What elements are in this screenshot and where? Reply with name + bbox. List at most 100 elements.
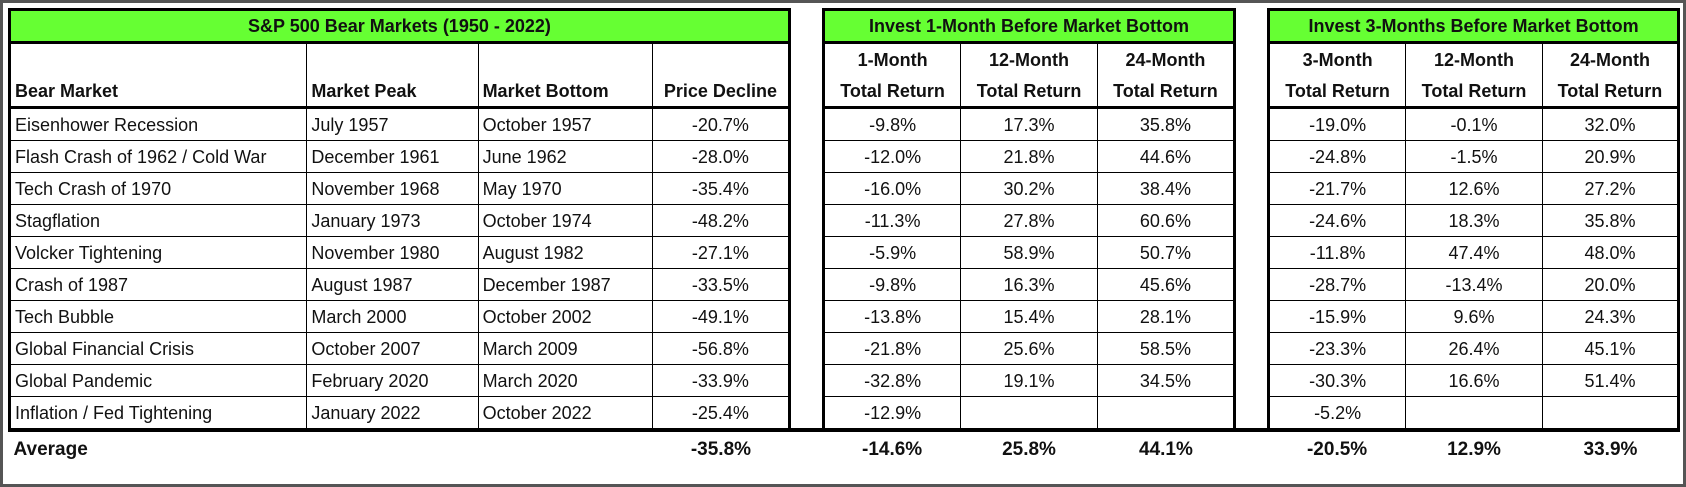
cell-market-peak: July 1957 (306, 107, 479, 141)
average-price-decline: -35.8% (652, 428, 790, 466)
cell-1m-1m: -21.8% (822, 332, 962, 365)
cell-1m-24m (1096, 396, 1236, 432)
cell-1m-12m: 15.4% (960, 300, 1098, 333)
cell-price-decline: -25.4% (651, 396, 791, 432)
cell-3m-3m: -21.7% (1267, 172, 1407, 205)
cell-1m-24m: 60.6% (1096, 204, 1236, 237)
cell-bear-market: Stagflation (7, 204, 308, 237)
cell-bear-market: Tech Crash of 1970 (7, 172, 308, 205)
table-row: Global Pandemic February 2020 March 2020 -3… (7, 364, 1681, 397)
col-header-3m-24m-line2: Total Return (1541, 75, 1681, 109)
group-header-three-month: Invest 3-Months Before Market Bottom (1267, 8, 1680, 44)
cell-1m-1m: -12.9% (822, 396, 962, 432)
cell-3m-24m: 24.3% (1541, 300, 1681, 333)
cell-1m-24m: 44.6% (1096, 140, 1236, 173)
cell-1m-1m: -32.8% (822, 364, 962, 397)
cell-3m-12m (1405, 396, 1543, 432)
cell-market-peak: August 1987 (306, 268, 479, 301)
cell-market-peak: October 2007 (306, 332, 479, 365)
cell-1m-24m: 50.7% (1096, 236, 1236, 269)
table-body: Eisenhower Recession July 1957 October 195… (7, 107, 1681, 432)
table-row: Eisenhower Recession July 1957 October 195… (7, 107, 1681, 141)
cell-bear-market: Global Financial Crisis (7, 332, 308, 365)
cell-bear-market: Tech Bubble (7, 300, 308, 333)
col-header-1m-1m-line1: 1-Month (822, 42, 962, 75)
bear-market-table: S&P 500 Bear Markets (1950 - 2022) Inves… (7, 8, 1681, 466)
table-title: S&P 500 Bear Markets (1950 - 2022) (8, 8, 791, 44)
cell-market-peak: March 2000 (306, 300, 479, 333)
cell-1m-24m: 38.4% (1096, 172, 1236, 205)
col-header-3m-12m-line2: Total Return (1405, 75, 1543, 109)
table-row: Crash of 1987 August 1987 December 1987 -33… (7, 268, 1681, 301)
cell-3m-24m: 27.2% (1541, 172, 1681, 205)
cell-bear-market: Crash of 1987 (7, 268, 308, 301)
cell-3m-24m: 20.9% (1541, 140, 1681, 173)
cell-market-peak: February 2020 (306, 364, 479, 397)
col-header-1m-24m-line2: Total Return (1096, 75, 1236, 109)
cell-1m-12m: 25.6% (960, 332, 1098, 365)
cell-3m-12m: 18.3% (1405, 204, 1543, 237)
cell-1m-24m: 34.5% (1096, 364, 1236, 397)
cell-3m-3m: -30.3% (1267, 364, 1407, 397)
cell-price-decline: -27.1% (651, 236, 791, 269)
col-header-1m-1m-line2: Total Return (822, 75, 962, 109)
cell-price-decline: -28.0% (651, 140, 791, 173)
cell-3m-12m: -1.5% (1405, 140, 1543, 173)
table-row: Global Financial Crisis October 2007 March… (7, 332, 1681, 365)
average-1m-12m: 25.8% (960, 428, 1098, 466)
cell-1m-24m: 45.6% (1096, 268, 1236, 301)
cell-3m-12m: 9.6% (1405, 300, 1543, 333)
cell-3m-24m: 45.1% (1541, 332, 1681, 365)
col-header-3m-3m-line1: 3-Month (1267, 42, 1407, 75)
cell-bear-market: Eisenhower Recession (7, 107, 308, 141)
cell-market-peak: January 2022 (306, 396, 479, 432)
cell-price-decline: -49.1% (651, 300, 791, 333)
average-3m-24m: 33.9% (1542, 428, 1679, 466)
cell-1m-1m: -9.8% (822, 268, 962, 301)
cell-price-decline: -48.2% (651, 204, 791, 237)
cell-market-peak: November 1968 (306, 172, 479, 205)
cell-market-bottom: August 1982 (477, 236, 653, 269)
cell-3m-3m: -19.0% (1267, 107, 1407, 141)
table-row: Tech Bubble March 2000 October 2002 -49.1% -… (7, 300, 1681, 333)
cell-1m-12m: 27.8% (960, 204, 1098, 237)
col-header-market-peak: Market Peak (306, 42, 479, 109)
cell-3m-24m (1541, 396, 1681, 432)
cell-3m-12m: 12.6% (1405, 172, 1543, 205)
col-header-3m-24m-line1: 24-Month (1541, 42, 1681, 75)
cell-3m-12m: 47.4% (1405, 236, 1543, 269)
cell-market-bottom: March 2020 (477, 364, 653, 397)
average-label: Average (9, 428, 653, 466)
cell-1m-12m: 30.2% (960, 172, 1098, 205)
cell-price-decline: -20.7% (651, 107, 791, 141)
cell-price-decline: -35.4% (651, 172, 791, 205)
cell-3m-24m: 20.0% (1541, 268, 1681, 301)
header-row-2: Total Return Total Return Total Return T… (10, 75, 1681, 109)
col-header-1m-12m-line2: Total Return (960, 75, 1098, 109)
cell-market-bottom: October 2002 (477, 300, 653, 333)
table-row: Inflation / Fed Tightening January 2022 Oc… (7, 396, 1681, 432)
col-header-market-bottom: Market Bottom (477, 42, 653, 109)
cell-1m-12m: 16.3% (960, 268, 1098, 301)
cell-1m-1m: -9.8% (822, 107, 962, 141)
table-row: Stagflation January 1973 October 1974 -48.2… (7, 204, 1681, 237)
average-1m-24m: 44.1% (1097, 428, 1235, 466)
cell-3m-3m: -11.8% (1267, 236, 1407, 269)
cell-1m-1m: -13.8% (822, 300, 962, 333)
col-header-3m-3m-line2: Total Return (1267, 75, 1407, 109)
average-3m-12m: 12.9% (1405, 428, 1543, 466)
group-header-one-month: Invest 1-Month Before Market Bottom (822, 8, 1236, 44)
cell-market-peak: January 1973 (306, 204, 479, 237)
cell-1m-12m: 21.8% (960, 140, 1098, 173)
col-header-1m-12m-line1: 12-Month (960, 42, 1098, 75)
col-header-bear-market: Bear Market (7, 42, 308, 109)
cell-1m-12m: 58.9% (960, 236, 1098, 269)
cell-1m-1m: -5.9% (822, 236, 962, 269)
cell-1m-1m: -11.3% (822, 204, 962, 237)
cell-market-bottom: October 2022 (477, 396, 653, 432)
cell-3m-24m: 51.4% (1541, 364, 1681, 397)
table-row: Flash Crash of 1962 / Cold War December 1… (7, 140, 1681, 173)
cell-market-bottom: June 1962 (477, 140, 653, 173)
cell-3m-3m: -23.3% (1267, 332, 1407, 365)
cell-bear-market: Inflation / Fed Tightening (7, 396, 308, 432)
